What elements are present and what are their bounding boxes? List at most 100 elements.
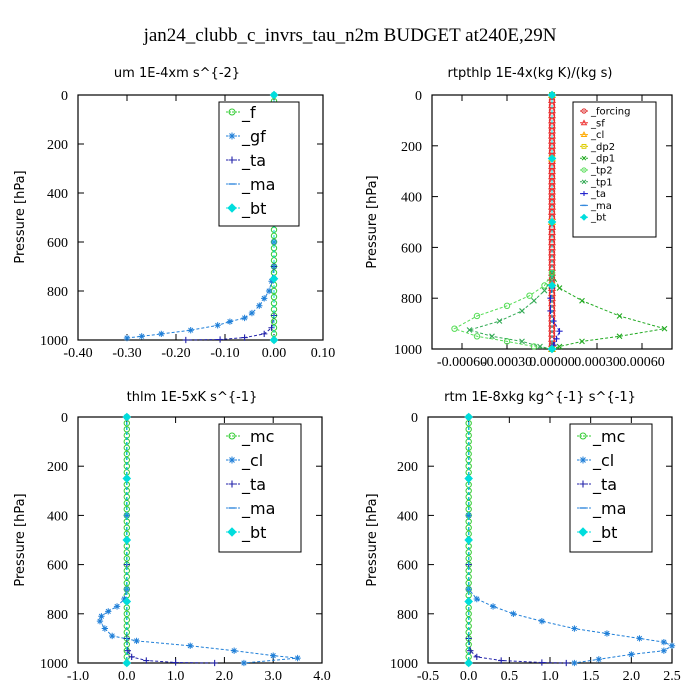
- legend-marker: [228, 432, 236, 440]
- data-point: [465, 426, 472, 433]
- data-point: [473, 653, 480, 660]
- data-point: [473, 595, 480, 603]
- data-point: [595, 656, 602, 663]
- legend-marker: [581, 108, 587, 114]
- panel-um: um 1E-4xm s^{-2} Pressure [hPa] 0 200 400 6…: [13, 66, 335, 361]
- plot-frame: [77, 416, 323, 664]
- figure-title: jan24_clubb_c_invrs_tau_n2m BUDGET at240…: [143, 25, 557, 46]
- x-tick-label: 0.00000: [529, 355, 575, 370]
- series-line: [99, 417, 298, 664]
- data-point: [537, 343, 543, 350]
- legend-marker: [581, 155, 587, 161]
- legend-label: _ma: [241, 175, 275, 195]
- data-point: [547, 90, 557, 100]
- data-point: [122, 658, 132, 668]
- data-point: [660, 638, 668, 646]
- data-point: [138, 333, 145, 340]
- data-point: [269, 274, 279, 284]
- data-point: [571, 659, 578, 667]
- data-point: [123, 506, 131, 513]
- legend-marker: [227, 527, 237, 537]
- data-point: [553, 335, 560, 342]
- legend-label: _mc: [592, 427, 625, 447]
- x-tick-label: -0.30: [112, 346, 141, 361]
- data-point: [465, 555, 472, 562]
- data-point: [123, 555, 131, 562]
- panel-rtpthlp: rtpthlp 1E-4x(kg K)/(kg s) Pressure [hPa…: [365, 66, 673, 370]
- x-tick-label: 0.00: [262, 346, 287, 361]
- y-tick-label: 800: [401, 292, 422, 307]
- data-point: [503, 302, 511, 310]
- legend-label: _ma: [241, 499, 275, 519]
- data-point: [211, 659, 218, 667]
- data-point: [616, 313, 623, 319]
- data-point: [556, 285, 563, 291]
- legend-marker: [227, 203, 237, 213]
- data-point: [465, 512, 472, 519]
- series-line: [551, 95, 665, 350]
- x-tick-label: 0.00030: [574, 355, 620, 370]
- legend-label: _mc: [241, 427, 274, 447]
- data-point: [550, 317, 557, 325]
- x-tick-label: -0.00030: [482, 355, 532, 370]
- data-point: [489, 603, 497, 610]
- series-line: [467, 95, 553, 350]
- legend-label: _tp2: [590, 166, 613, 177]
- data-point: [113, 603, 121, 610]
- series-line: [468, 417, 674, 664]
- y-axis-label: Pressure [hPa]: [13, 493, 28, 586]
- data-point: [473, 312, 481, 320]
- y-tick-label: 200: [397, 460, 418, 475]
- data-point: [123, 579, 131, 587]
- data-point: [547, 154, 557, 163]
- data-point: [465, 506, 472, 513]
- legend-label: _bt: [241, 523, 266, 543]
- data-point: [122, 474, 132, 483]
- data-point: [270, 232, 278, 240]
- data-point: [270, 293, 278, 301]
- legend-label: _forcing: [590, 107, 631, 118]
- data-point: [123, 610, 131, 617]
- legend-marker: [580, 119, 588, 126]
- x-tick-label: 2.0: [216, 669, 234, 684]
- y-tick-label: 400: [397, 509, 418, 524]
- data-point: [579, 338, 585, 345]
- data-point: [556, 343, 563, 350]
- series-line: [126, 417, 215, 664]
- legend-label: _f: [241, 103, 256, 123]
- y-tick-label: 400: [47, 187, 68, 202]
- data-point: [547, 281, 557, 290]
- data-point: [465, 610, 472, 617]
- y-tick-label: 600: [47, 236, 68, 251]
- series-bt: [122, 412, 132, 668]
- data-point: [519, 338, 525, 345]
- x-tick-label: 0.0: [460, 669, 478, 684]
- data-point: [122, 597, 132, 606]
- data-point: [464, 474, 473, 483]
- legend-marker: [228, 108, 236, 116]
- legend-marker: [228, 480, 236, 488]
- legend-marker: [578, 527, 588, 537]
- legend-marker: [581, 191, 587, 197]
- data-point: [248, 309, 256, 317]
- data-point: [256, 302, 263, 309]
- x-tick-label: -0.5: [417, 669, 439, 684]
- data-point: [261, 295, 268, 302]
- data-point: [547, 344, 557, 354]
- panel-title: rtm 1E-8xkg kg^{-1} s^{-1}: [444, 390, 636, 405]
- y-tick-label: 800: [47, 285, 68, 300]
- data-point: [616, 333, 623, 340]
- y-tick-label: 0: [411, 411, 418, 426]
- y-tick-label: 0: [61, 89, 68, 104]
- legend-marker: [579, 456, 587, 464]
- legend-marker: [581, 179, 587, 185]
- series-tp2: [451, 91, 556, 353]
- x-tick-label: -0.40: [63, 346, 92, 361]
- data-point: [541, 287, 548, 294]
- data-point: [636, 635, 643, 642]
- y-tick-label: 200: [47, 460, 68, 475]
- data-point: [187, 642, 194, 649]
- series-bt: [547, 90, 557, 354]
- data-point: [214, 322, 221, 329]
- y-tick-label: 400: [47, 509, 68, 524]
